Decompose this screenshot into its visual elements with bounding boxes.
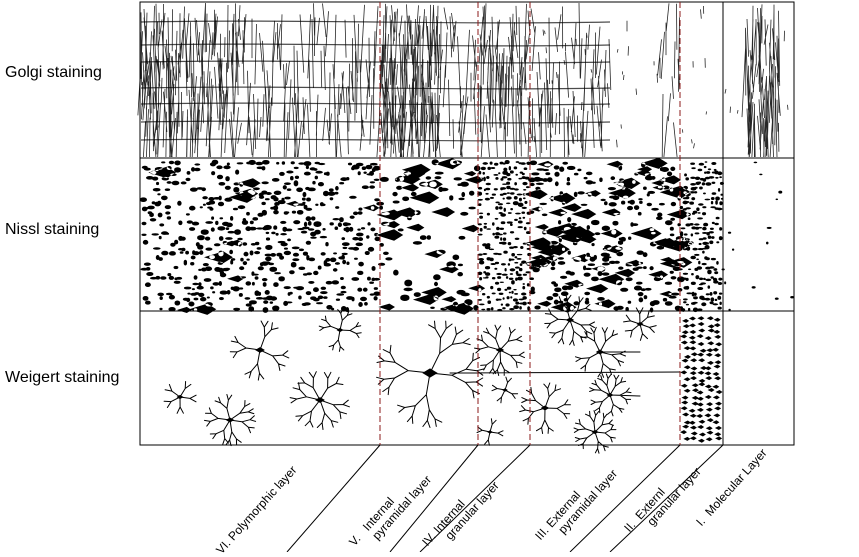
weigert-staining-panel [163, 294, 723, 454]
label-leader-lines [286, 444, 724, 552]
nissl-staining-panel [139, 157, 795, 315]
row-label-weigert: Weigert staining [5, 369, 120, 386]
leader-line-3 [419, 444, 531, 552]
layer-dividers [379, 2, 681, 445]
golgi-tangential-fibers [140, 20, 611, 142]
leader-line-2 [389, 444, 479, 552]
row-label-nissl: Nissl staining [5, 221, 100, 238]
nissl-cell-bodies [139, 157, 795, 315]
row-label-golgi: Golgi staining [5, 64, 102, 81]
weigert-frame [139, 310, 795, 446]
leader-line-5 [609, 444, 724, 552]
leader-line-4 [569, 444, 681, 552]
golgi-fibers [137, 2, 789, 158]
golgi-staining-panel [137, 2, 789, 158]
leader-line-1 [286, 444, 381, 552]
weigert-granule-cells [680, 316, 723, 443]
panel-frames [139, 1, 795, 446]
weigert-dendrites [163, 294, 681, 454]
